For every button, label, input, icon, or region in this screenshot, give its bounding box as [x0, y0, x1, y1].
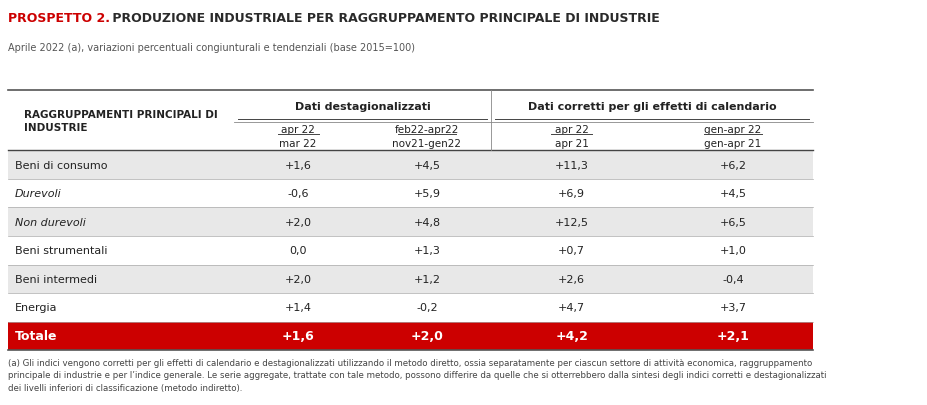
Bar [8, 122, 812, 151]
Text: +6,9: +6,9 [558, 189, 585, 199]
Bar [8, 151, 812, 179]
Text: +4,5: +4,5 [718, 189, 745, 199]
Text: +6,5: +6,5 [718, 217, 745, 227]
Text: +2,6: +2,6 [558, 274, 585, 284]
Text: Durevoli: Durevoli [15, 189, 61, 199]
Text: RAGGRUPPAMENTI PRINCIPALI DI
INDUSTRIE: RAGGRUPPAMENTI PRINCIPALI DI INDUSTRIE [24, 109, 218, 132]
Text: apr 22: apr 22 [281, 124, 314, 134]
Bar [8, 265, 812, 293]
Text: +1,6: +1,6 [282, 330, 314, 343]
Text: Non durevoli: Non durevoli [15, 217, 85, 227]
Text: -0,4: -0,4 [721, 274, 743, 284]
Text: gen-apr 22: gen-apr 22 [704, 124, 760, 134]
Text: +5,9: +5,9 [413, 189, 440, 199]
Text: +4,7: +4,7 [558, 303, 585, 313]
Text: Beni strumentali: Beni strumentali [15, 246, 108, 256]
Text: +4,2: +4,2 [554, 330, 588, 343]
Text: +3,7: +3,7 [718, 303, 745, 313]
Bar [8, 91, 812, 122]
Text: +2,0: +2,0 [285, 274, 311, 284]
Text: nov21-gen22: nov21-gen22 [392, 139, 461, 149]
Text: +1,2: +1,2 [413, 274, 440, 284]
Text: PRODUZIONE INDUSTRIALE PER RAGGRUPPAMENTO PRINCIPALE DI INDUSTRIE: PRODUZIONE INDUSTRIALE PER RAGGRUPPAMENT… [108, 12, 659, 25]
Text: +6,2: +6,2 [718, 160, 745, 170]
Text: Dati corretti per gli effetti di calendario: Dati corretti per gli effetti di calenda… [527, 102, 776, 112]
Text: -0,6: -0,6 [287, 189, 309, 199]
Text: +11,3: +11,3 [554, 160, 588, 170]
Text: +0,7: +0,7 [558, 246, 585, 256]
Text: +1,6: +1,6 [285, 160, 311, 170]
Text: mar 22: mar 22 [279, 139, 316, 149]
Text: +2,0: +2,0 [285, 217, 311, 227]
Text: +12,5: +12,5 [554, 217, 588, 227]
Text: Beni di consumo: Beni di consumo [15, 160, 108, 170]
Bar [8, 208, 812, 237]
Text: Beni intermedi: Beni intermedi [15, 274, 96, 284]
Text: apr 22: apr 22 [554, 124, 588, 134]
Text: PROSPETTO 2.: PROSPETTO 2. [8, 12, 110, 25]
Bar [8, 293, 812, 322]
Text: +4,5: +4,5 [413, 160, 440, 170]
Text: +1,3: +1,3 [413, 246, 439, 256]
Text: gen-apr 21: gen-apr 21 [704, 139, 760, 149]
Bar [8, 237, 812, 265]
Bar [8, 322, 812, 350]
Text: Dati destagionalizzati: Dati destagionalizzati [294, 102, 430, 112]
Text: +4,8: +4,8 [413, 217, 440, 227]
Text: +2,0: +2,0 [410, 330, 443, 343]
Text: Energia: Energia [15, 303, 57, 313]
Text: (a) Gli indici vengono corretti per gli effetti di calendario e destagionalizzat: (a) Gli indici vengono corretti per gli … [8, 358, 826, 392]
Text: +1,4: +1,4 [285, 303, 311, 313]
Bar [8, 179, 812, 208]
Text: +2,1: +2,1 [716, 330, 748, 343]
Text: feb22-apr22: feb22-apr22 [394, 124, 459, 134]
Text: apr 21: apr 21 [554, 139, 588, 149]
Text: Totale: Totale [15, 330, 57, 343]
Text: -0,2: -0,2 [415, 303, 438, 313]
Text: 0,0: 0,0 [289, 246, 307, 256]
Text: +1,0: +1,0 [718, 246, 745, 256]
Text: Aprile 2022 (a), variazioni percentuali congiunturali e tendenziali (base 2015=1: Aprile 2022 (a), variazioni percentuali … [8, 43, 414, 53]
